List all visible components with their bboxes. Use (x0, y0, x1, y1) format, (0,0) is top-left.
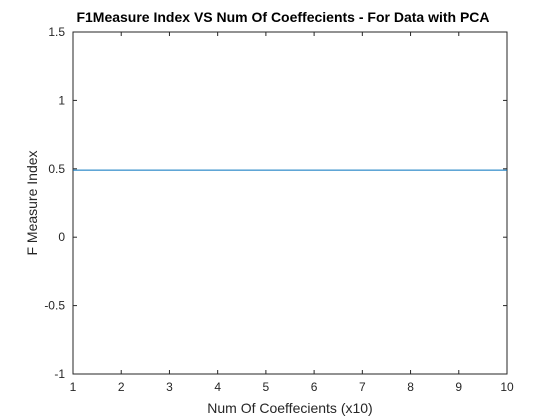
y-tick-label: 1 (58, 93, 65, 107)
x-tick-label: 7 (359, 380, 366, 394)
y-tick-label: 1.5 (48, 25, 65, 39)
x-tick-label: 8 (407, 380, 414, 394)
x-tick-label: 4 (214, 380, 221, 394)
x-tick-label: 10 (500, 380, 514, 394)
chart-title: F1Measure Index VS Num Of Coeffecients -… (76, 9, 489, 25)
y-tick-label: 0 (58, 230, 65, 244)
x-tick-label: 9 (455, 380, 462, 394)
y-tick-label: -1 (54, 367, 65, 381)
x-tick-label: 5 (263, 380, 270, 394)
y-tick-label: 0.5 (48, 162, 65, 176)
x-tick-label: 1 (70, 380, 77, 394)
x-tick-label: 2 (118, 380, 125, 394)
x-axis-ticks: 1 2 3 4 5 6 7 8 9 10 (70, 32, 514, 394)
x-tick-label: 3 (166, 380, 173, 394)
x-axis-label: Num Of Coeffecients (x10) (207, 400, 372, 416)
y-axis-ticks: -1 -0.5 0 0.5 1 1.5 (44, 25, 507, 381)
y-axis-label: F Measure Index (24, 150, 40, 255)
y-tick-label: -0.5 (44, 299, 65, 313)
x-tick-label: 6 (311, 380, 318, 394)
plot-area (72, 31, 508, 375)
